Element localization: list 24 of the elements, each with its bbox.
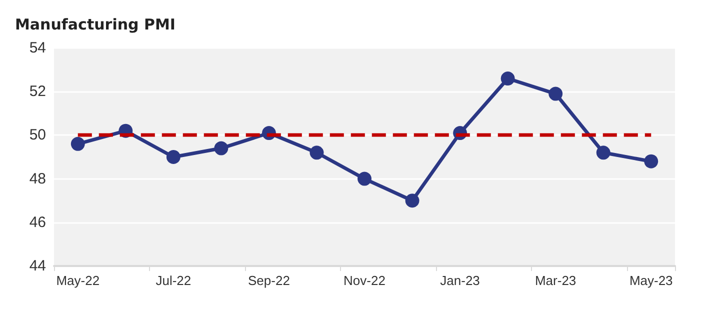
y-tick-label: 52 <box>29 83 46 100</box>
chart-title: Manufacturing PMI <box>15 16 176 34</box>
point <box>405 194 420 208</box>
x-tick-label: Nov-22 <box>344 273 386 288</box>
x-tick-label: Jan-23 <box>440 273 480 288</box>
point <box>70 136 85 151</box>
x-tick-label: Mar-23 <box>534 273 576 288</box>
y-tick-label: 50 <box>29 126 46 144</box>
y-tick-label: 44 <box>29 258 46 274</box>
point <box>358 172 372 186</box>
y-tick-label: 54 <box>29 40 46 56</box>
x-tick-label: May-22 <box>56 273 100 288</box>
y-tick-label: 48 <box>29 170 46 188</box>
x-tick-label: Sep-22 <box>248 273 290 288</box>
y-tick-label: 46 <box>29 214 46 231</box>
point <box>596 146 610 160</box>
x-tick-label: Jul-22 <box>156 273 192 288</box>
point <box>310 146 324 160</box>
point <box>166 150 180 164</box>
point <box>500 72 515 86</box>
point <box>548 86 563 101</box>
x-tick-label: May-23 <box>629 273 673 288</box>
point <box>214 141 228 156</box>
point <box>644 154 658 168</box>
